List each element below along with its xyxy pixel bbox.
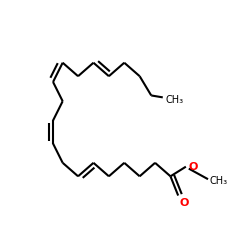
Text: O: O bbox=[179, 198, 189, 208]
Text: O: O bbox=[189, 162, 198, 172]
Text: CH₃: CH₃ bbox=[210, 176, 228, 186]
Text: CH₃: CH₃ bbox=[166, 95, 184, 105]
